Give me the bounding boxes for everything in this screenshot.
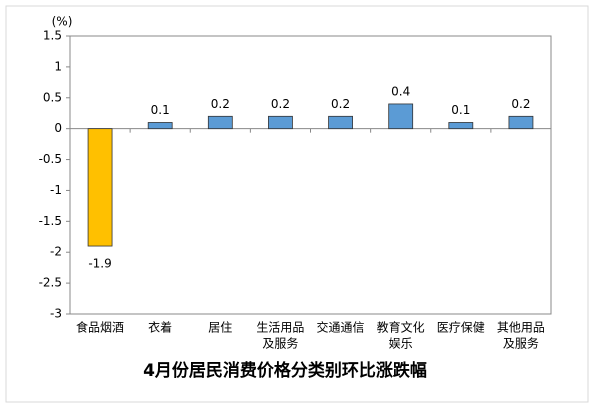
x-tick-label: 生活用品 bbox=[256, 321, 304, 335]
bar bbox=[268, 115, 293, 130]
y-tick-label: -2 bbox=[50, 245, 62, 259]
y-tick-label: -3 bbox=[50, 307, 62, 321]
value-label: 0.2 bbox=[271, 97, 290, 111]
y-tick-label: 0.5 bbox=[43, 90, 62, 104]
value-label: -1.9 bbox=[88, 257, 111, 271]
x-tick-label: 及服务 bbox=[262, 336, 298, 351]
x-tick-label: 交通通信 bbox=[317, 320, 365, 335]
x-tick-label: 及服务 bbox=[503, 336, 539, 351]
x-tick-label: 医疗保健 bbox=[437, 321, 485, 335]
y-tick-label: -0.5 bbox=[39, 152, 62, 166]
bar bbox=[328, 115, 353, 130]
bar bbox=[448, 122, 474, 130]
y-tick-label: 1.5 bbox=[43, 29, 62, 43]
plot-area bbox=[69, 35, 552, 315]
bar bbox=[207, 115, 233, 130]
y-tick-label: -1.5 bbox=[39, 214, 62, 228]
bar bbox=[388, 103, 414, 130]
y-tick-label: 0 bbox=[54, 121, 62, 135]
x-tick-label: 娱乐 bbox=[389, 337, 413, 351]
value-label: 0.4 bbox=[391, 84, 410, 98]
bar bbox=[508, 115, 534, 130]
y-tick-label: -1 bbox=[50, 183, 62, 197]
value-label: 0.1 bbox=[151, 103, 170, 117]
x-tick-label: 居住 bbox=[208, 321, 232, 335]
y-tick-label: -2.5 bbox=[39, 276, 62, 290]
value-label: 0.2 bbox=[511, 97, 530, 111]
unit-label: (%) bbox=[52, 15, 73, 29]
value-label: 0.2 bbox=[211, 97, 230, 111]
bar bbox=[147, 122, 173, 130]
x-tick-label: 教育文化 bbox=[377, 320, 425, 335]
value-label: 0.1 bbox=[451, 103, 470, 117]
bar bbox=[87, 128, 113, 247]
x-tick-label: 其他用品 bbox=[497, 321, 545, 335]
chart-title: 4月份居民消费价格分类别环比涨跌幅 bbox=[143, 360, 427, 381]
y-tick-label: 1 bbox=[54, 59, 62, 73]
x-tick-label: 食品烟酒 bbox=[76, 320, 124, 335]
value-label: 0.2 bbox=[331, 97, 350, 111]
x-tick-label: 衣着 bbox=[148, 320, 172, 335]
